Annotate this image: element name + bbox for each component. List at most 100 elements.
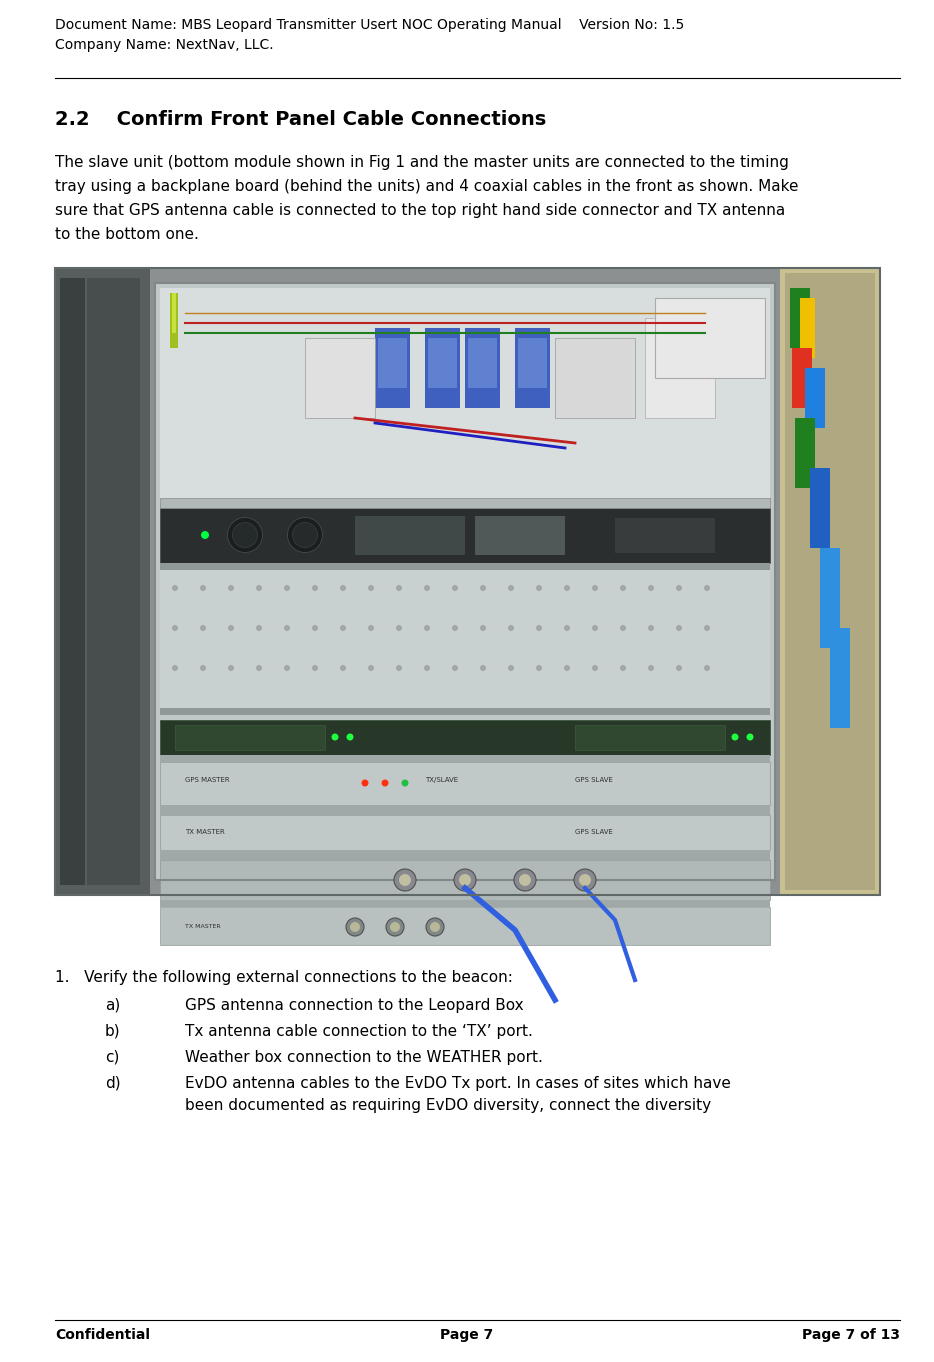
Ellipse shape bbox=[676, 586, 682, 591]
Bar bbox=[792, 349, 812, 409]
Text: GPS SLAVE: GPS SLAVE bbox=[575, 776, 613, 783]
Ellipse shape bbox=[536, 625, 542, 631]
Ellipse shape bbox=[346, 918, 364, 936]
Ellipse shape bbox=[313, 666, 318, 670]
Bar bbox=[160, 900, 770, 907]
Ellipse shape bbox=[452, 586, 458, 591]
Bar bbox=[87, 278, 140, 885]
Bar bbox=[55, 268, 150, 895]
Text: GPS antenna connection to the Leopard Box: GPS antenna connection to the Leopard Bo… bbox=[185, 998, 524, 1013]
Ellipse shape bbox=[620, 625, 626, 631]
Text: d): d) bbox=[105, 1076, 120, 1091]
Ellipse shape bbox=[397, 625, 402, 631]
Ellipse shape bbox=[361, 779, 369, 786]
Bar bbox=[800, 298, 815, 358]
Ellipse shape bbox=[394, 869, 416, 891]
Ellipse shape bbox=[519, 874, 531, 887]
Ellipse shape bbox=[369, 625, 374, 631]
Ellipse shape bbox=[201, 586, 205, 591]
Text: Tx antenna cable connection to the ‘TX’ port.: Tx antenna cable connection to the ‘TX’ … bbox=[185, 1024, 533, 1039]
Ellipse shape bbox=[285, 625, 290, 631]
Ellipse shape bbox=[648, 625, 654, 631]
Bar bbox=[378, 338, 407, 388]
Ellipse shape bbox=[424, 625, 430, 631]
Ellipse shape bbox=[426, 918, 444, 936]
Bar bbox=[305, 338, 375, 418]
Ellipse shape bbox=[399, 874, 411, 887]
Ellipse shape bbox=[731, 734, 739, 741]
Text: c): c) bbox=[105, 1050, 120, 1065]
Bar bbox=[785, 272, 875, 889]
Bar bbox=[160, 907, 770, 945]
Ellipse shape bbox=[480, 625, 486, 631]
Bar bbox=[160, 498, 770, 508]
Ellipse shape bbox=[508, 625, 514, 631]
Ellipse shape bbox=[536, 666, 542, 670]
Ellipse shape bbox=[424, 586, 430, 591]
Text: tray using a backplane board (behind the units) and 4 coaxial cables in the fron: tray using a backplane board (behind the… bbox=[55, 178, 799, 193]
Text: Document Name: MBS Leopard Transmitter Usert NOC Operating Manual    Version No:: Document Name: MBS Leopard Transmitter U… bbox=[55, 18, 685, 31]
Bar bbox=[160, 571, 770, 708]
Ellipse shape bbox=[229, 666, 234, 670]
Ellipse shape bbox=[579, 874, 591, 887]
Bar bbox=[830, 628, 850, 729]
Ellipse shape bbox=[347, 734, 353, 741]
Bar bbox=[160, 859, 770, 900]
Bar bbox=[55, 268, 880, 895]
Ellipse shape bbox=[620, 666, 626, 670]
Ellipse shape bbox=[313, 586, 318, 591]
Bar bbox=[55, 268, 880, 895]
Text: b): b) bbox=[105, 1024, 120, 1039]
Ellipse shape bbox=[313, 625, 318, 631]
Ellipse shape bbox=[369, 586, 374, 591]
Ellipse shape bbox=[536, 586, 542, 591]
Ellipse shape bbox=[173, 666, 177, 670]
Ellipse shape bbox=[592, 586, 598, 591]
Ellipse shape bbox=[648, 666, 654, 670]
Text: Weather box connection to the WEATHER port.: Weather box connection to the WEATHER po… bbox=[185, 1050, 543, 1065]
Text: Company Name: NextNav, LLC.: Company Name: NextNav, LLC. bbox=[55, 38, 274, 52]
Bar bbox=[160, 720, 770, 755]
Ellipse shape bbox=[704, 586, 710, 591]
Ellipse shape bbox=[369, 666, 374, 670]
Ellipse shape bbox=[454, 869, 476, 891]
Text: Page 7 of 13: Page 7 of 13 bbox=[802, 1328, 900, 1342]
Text: GPS SLAVE: GPS SLAVE bbox=[575, 829, 613, 835]
Bar bbox=[655, 298, 765, 379]
Ellipse shape bbox=[257, 586, 262, 591]
Bar bbox=[428, 338, 457, 388]
Text: to the bottom one.: to the bottom one. bbox=[55, 227, 199, 242]
Ellipse shape bbox=[746, 734, 754, 741]
Bar bbox=[160, 805, 770, 814]
Text: 2.2    Confirm Front Panel Cable Connections: 2.2 Confirm Front Panel Cable Connection… bbox=[55, 110, 546, 129]
Ellipse shape bbox=[201, 666, 205, 670]
Bar bbox=[810, 469, 830, 548]
Bar bbox=[155, 283, 775, 880]
Ellipse shape bbox=[288, 518, 322, 553]
Ellipse shape bbox=[592, 666, 598, 670]
Ellipse shape bbox=[341, 625, 346, 631]
Ellipse shape bbox=[257, 625, 262, 631]
Bar bbox=[155, 283, 775, 880]
Bar bbox=[170, 293, 178, 349]
Ellipse shape bbox=[381, 779, 389, 786]
Ellipse shape bbox=[229, 586, 234, 591]
Ellipse shape bbox=[574, 869, 596, 891]
Ellipse shape bbox=[452, 625, 458, 631]
Bar bbox=[160, 755, 770, 761]
Ellipse shape bbox=[257, 666, 262, 670]
Bar bbox=[555, 338, 635, 418]
Bar bbox=[160, 508, 770, 563]
Ellipse shape bbox=[704, 666, 710, 670]
Bar bbox=[465, 328, 500, 409]
Bar bbox=[425, 328, 460, 409]
Bar bbox=[375, 328, 410, 409]
Ellipse shape bbox=[452, 666, 458, 670]
Text: TX MASTER: TX MASTER bbox=[185, 829, 225, 835]
Ellipse shape bbox=[514, 869, 536, 891]
Bar bbox=[575, 725, 725, 750]
Ellipse shape bbox=[285, 666, 290, 670]
Ellipse shape bbox=[397, 586, 402, 591]
Text: been documented as requiring EvDO diversity, connect the diversity: been documented as requiring EvDO divers… bbox=[185, 1098, 711, 1113]
Ellipse shape bbox=[676, 625, 682, 631]
